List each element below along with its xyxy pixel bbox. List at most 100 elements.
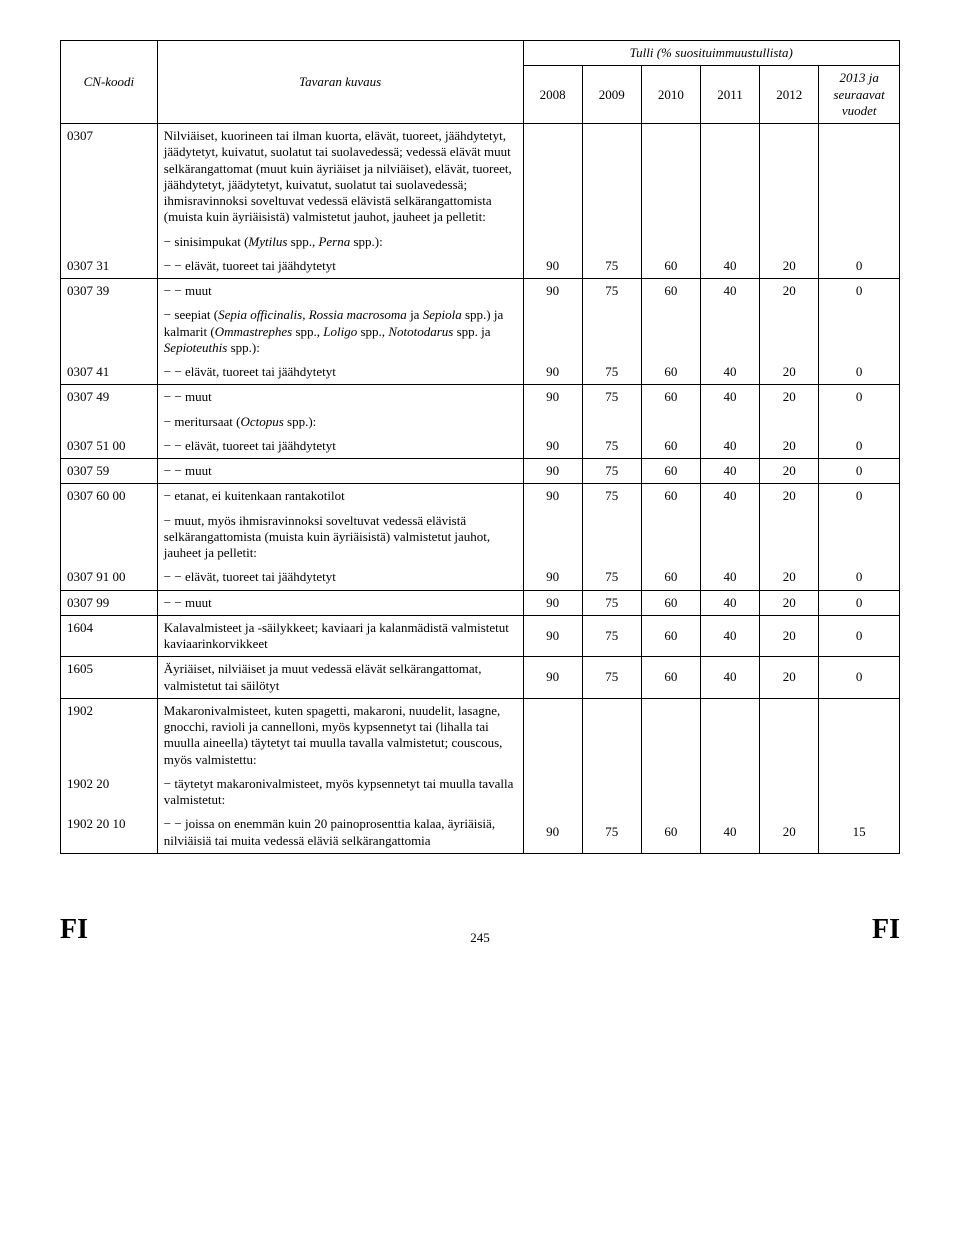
cell-value: 0: [819, 590, 900, 615]
cell-desc: − − elävät, tuoreet tai jäähdytetyt: [157, 360, 523, 385]
cell-value: [641, 410, 700, 434]
cell-code: 1902: [61, 698, 158, 772]
cell-code: 1605: [61, 657, 158, 699]
cell-code: 1604: [61, 615, 158, 657]
cell-desc: − − elävät, tuoreet tai jäähdytetyt: [157, 254, 523, 279]
cell-value: [700, 124, 759, 230]
footer-right: FI: [872, 914, 900, 946]
cell-code: 0307 91 00: [61, 565, 158, 590]
cell-desc: − meritursaat (Octopus spp.):: [157, 410, 523, 434]
cell-value: [700, 698, 759, 772]
table-body: 0307Nilviäiset, kuorineen tai ilman kuor…: [61, 124, 900, 854]
cell-value: 60: [641, 657, 700, 699]
cell-value: 40: [700, 385, 759, 410]
table-row: − meritursaat (Octopus spp.):: [61, 410, 900, 434]
cell-value: [523, 509, 582, 566]
cell-value: 75: [582, 434, 641, 459]
cell-value: 75: [582, 360, 641, 385]
cell-value: 20: [760, 565, 819, 590]
header-year-0: 2008: [523, 66, 582, 124]
cell-value: [582, 509, 641, 566]
cell-code: 0307 59: [61, 459, 158, 484]
cell-desc: Nilviäiset, kuorineen tai ilman kuorta, …: [157, 124, 523, 230]
cell-value: 0: [819, 484, 900, 509]
cell-value: [700, 303, 759, 360]
cell-value: 75: [582, 279, 641, 304]
cell-value: 75: [582, 459, 641, 484]
cell-desc: − − elävät, tuoreet tai jäähdytetyt: [157, 565, 523, 590]
cell-value: 75: [582, 254, 641, 279]
header-year-1: 2009: [582, 66, 641, 124]
cell-value: [819, 230, 900, 254]
cell-desc: − − elävät, tuoreet tai jäähdytetyt: [157, 434, 523, 459]
cell-value: [523, 124, 582, 230]
cell-value: 60: [641, 385, 700, 410]
cell-value: [641, 124, 700, 230]
cell-value: [760, 772, 819, 813]
cell-value: [700, 509, 759, 566]
header-desc: Tavaran kuvaus: [157, 41, 523, 124]
table-row: 1604Kalavalmisteet ja -säilykkeet; kavia…: [61, 615, 900, 657]
cell-value: 60: [641, 615, 700, 657]
cell-value: [819, 698, 900, 772]
cell-value: [582, 124, 641, 230]
table-row: 0307 51 00− − elävät, tuoreet tai jäähdy…: [61, 434, 900, 459]
cell-value: 20: [760, 360, 819, 385]
table-row: 0307Nilviäiset, kuorineen tai ilman kuor…: [61, 124, 900, 230]
table-row: 0307 59− − muut90756040200: [61, 459, 900, 484]
cell-value: 90: [523, 459, 582, 484]
table-row: 1902 20− täytetyt makaronivalmisteet, my…: [61, 772, 900, 813]
cell-value: 20: [760, 434, 819, 459]
cell-desc: − täytetyt makaronivalmisteet, myös kyps…: [157, 772, 523, 813]
tariff-table: CN-koodi Tavaran kuvaus Tulli (% suositu…: [60, 40, 900, 854]
cell-value: 90: [523, 254, 582, 279]
cell-value: 40: [700, 254, 759, 279]
cell-value: 40: [700, 360, 759, 385]
cell-value: 0: [819, 279, 900, 304]
cell-value: [582, 303, 641, 360]
header-year-4: 2012: [760, 66, 819, 124]
cell-value: 40: [700, 615, 759, 657]
cell-value: 0: [819, 434, 900, 459]
cell-value: 40: [700, 484, 759, 509]
header-code: CN-koodi: [61, 41, 158, 124]
cell-value: [641, 230, 700, 254]
cell-desc: − etanat, ei kuitenkaan rantakotilot: [157, 484, 523, 509]
cell-value: 90: [523, 360, 582, 385]
cell-value: 90: [523, 385, 582, 410]
cell-value: 40: [700, 434, 759, 459]
table-row: 0307 49− − muut90756040200: [61, 385, 900, 410]
cell-value: [760, 509, 819, 566]
header-year-2: 2010: [641, 66, 700, 124]
cell-desc: − − muut: [157, 590, 523, 615]
cell-code: 0307 51 00: [61, 434, 158, 459]
cell-value: [523, 303, 582, 360]
cell-value: 90: [523, 434, 582, 459]
table-row: 0307 31− − elävät, tuoreet tai jäähdytet…: [61, 254, 900, 279]
table-row: 0307 39− − muut90756040200: [61, 279, 900, 304]
cell-value: 75: [582, 484, 641, 509]
cell-value: 60: [641, 590, 700, 615]
cell-value: 90: [523, 590, 582, 615]
cell-value: 60: [641, 434, 700, 459]
cell-value: 75: [582, 657, 641, 699]
cell-value: 0: [819, 657, 900, 699]
cell-value: 20: [760, 254, 819, 279]
cell-value: 90: [523, 812, 582, 853]
page-footer: FI 245 FI: [0, 884, 960, 966]
cell-value: 20: [760, 590, 819, 615]
cell-value: [641, 509, 700, 566]
cell-code: 0307 41: [61, 360, 158, 385]
cell-value: 40: [700, 590, 759, 615]
cell-code: 0307 99: [61, 590, 158, 615]
cell-value: 60: [641, 360, 700, 385]
cell-value: 20: [760, 657, 819, 699]
cell-value: 60: [641, 812, 700, 853]
cell-value: 20: [760, 812, 819, 853]
cell-value: 20: [760, 484, 819, 509]
cell-code: 0307 39: [61, 279, 158, 304]
cell-value: [700, 410, 759, 434]
cell-value: [819, 509, 900, 566]
cell-code: 0307 31: [61, 254, 158, 279]
cell-value: 90: [523, 615, 582, 657]
